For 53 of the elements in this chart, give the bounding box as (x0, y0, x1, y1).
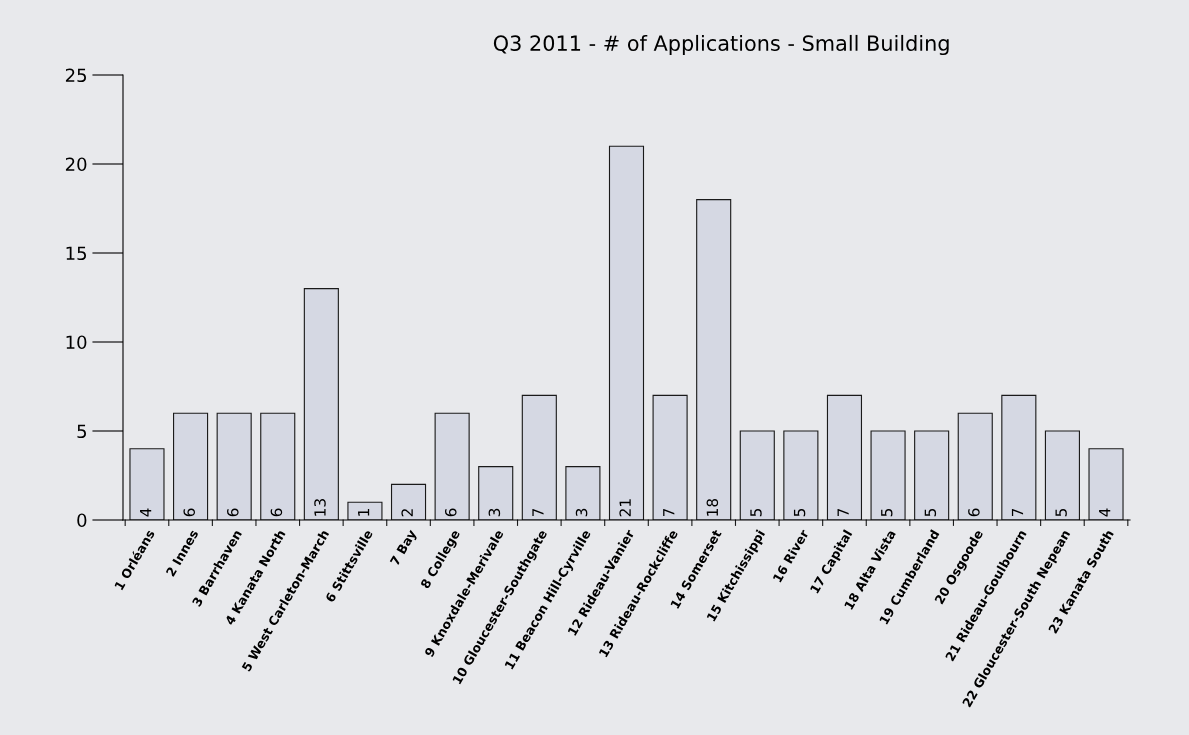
bar (390, 483, 427, 520)
data-label: 6 (270, 508, 283, 517)
bar (870, 430, 906, 520)
data-label: 3 (575, 508, 588, 517)
bar (216, 412, 252, 520)
data-label: 6 (445, 508, 457, 517)
data-label: 7 (837, 508, 849, 517)
data-label: 6 (227, 508, 239, 517)
bar (129, 448, 165, 520)
bar (739, 430, 775, 520)
bar (696, 199, 732, 520)
data-label: 4 (1099, 508, 1111, 517)
data-label: 5 (924, 508, 937, 517)
bar (303, 288, 339, 520)
y-tick-label: 15 (66, 246, 87, 261)
bar (478, 466, 514, 520)
y-tick-label: 10 (66, 335, 87, 350)
data-label: 7 (532, 508, 544, 517)
bar (957, 412, 993, 520)
chart-title: Q3 2011 - # of Applications - Small Building (493, 34, 949, 56)
data-label: 2 (401, 509, 413, 517)
data-label: 6 (183, 508, 195, 517)
data-label: 13 (314, 499, 326, 516)
data-label: 7 (663, 508, 675, 517)
bar (173, 412, 209, 520)
y-tick-label: 0 (77, 513, 87, 528)
bar (1044, 430, 1080, 520)
data-label: 5 (881, 508, 893, 517)
bar (565, 466, 601, 520)
bar (1088, 448, 1124, 520)
data-label: 18 (706, 498, 719, 516)
bar (608, 145, 645, 520)
bar (434, 412, 470, 520)
y-tick-label: 25 (65, 68, 87, 83)
y-tick-label: 20 (65, 157, 87, 172)
bar (260, 412, 296, 520)
bar (652, 394, 688, 520)
bar (914, 430, 950, 520)
data-label: 5 (750, 508, 762, 517)
data-label: 6 (968, 508, 980, 517)
data-label: 7 (1011, 508, 1024, 517)
data-label: 21 (619, 499, 631, 517)
data-label: 3 (488, 508, 501, 517)
bar (826, 394, 863, 520)
data-label: 4 (140, 508, 152, 517)
bar (1001, 394, 1037, 520)
data-label: 1 (358, 509, 370, 516)
y-tick-label: 5 (77, 424, 87, 439)
bar (347, 501, 383, 520)
bar (521, 394, 557, 520)
bar (783, 430, 819, 520)
data-label: 5 (1055, 508, 1067, 517)
data-label: 5 (793, 508, 806, 517)
